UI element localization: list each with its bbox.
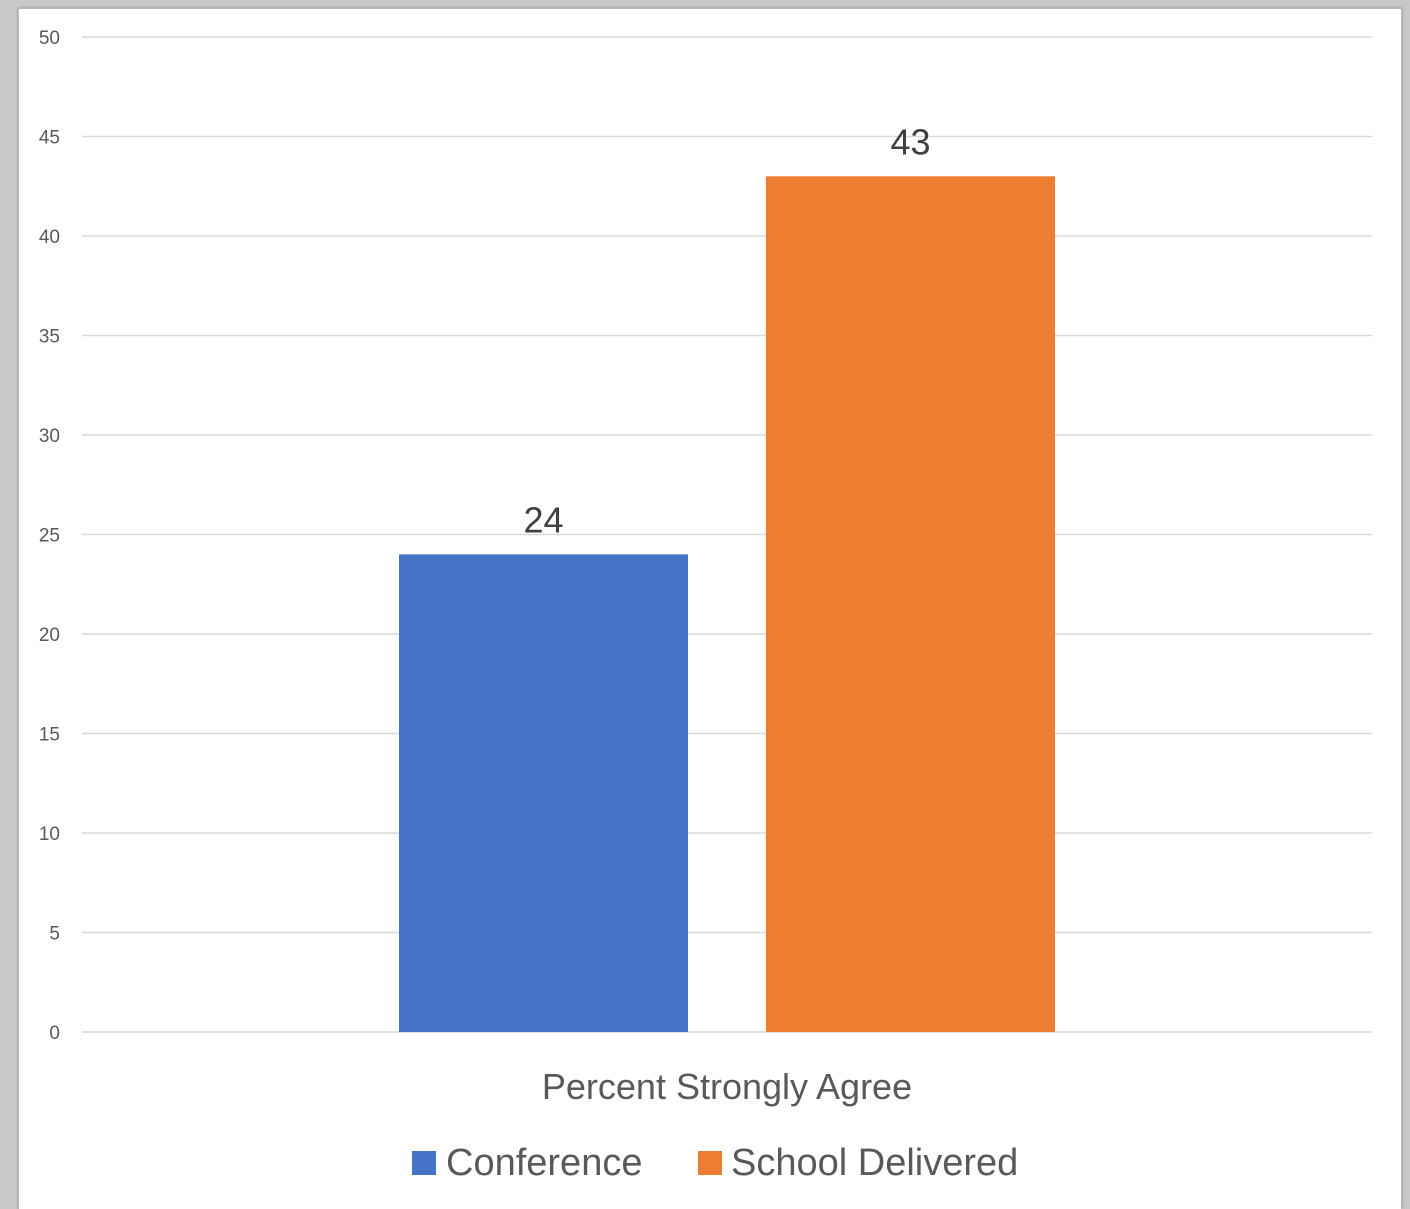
legend-swatch	[412, 1151, 436, 1175]
legend: Conference School Delivered	[412, 1142, 1018, 1184]
chart-area: 0 5 10 15 20 25 30 35 40 45 50 24 43 Percent Strong…	[18, 8, 1402, 1209]
legend-label: Conference	[446, 1142, 642, 1184]
y-tick-label: 20	[39, 625, 60, 646]
bar-chart: 0 5 10 15 20 25 30 35 40 45 50 24 43 Percent Strong…	[39, 28, 1372, 1184]
y-tick-label: 5	[49, 924, 60, 945]
data-label: 43	[890, 121, 930, 162]
y-tick-label: 30	[39, 426, 60, 447]
bar-conference	[399, 554, 688, 1032]
legend-label: School Delivered	[731, 1142, 1018, 1184]
y-tick-label: 10	[39, 824, 60, 845]
gridlines	[82, 36, 1372, 1033]
y-tick-label: 0	[49, 1023, 60, 1044]
legend-swatch	[698, 1151, 722, 1175]
y-tick-label: 35	[39, 327, 60, 348]
data-label: 24	[523, 499, 563, 540]
data-labels: 24 43	[523, 121, 930, 540]
y-tick-label: 15	[39, 725, 60, 746]
y-tick-label: 45	[39, 128, 60, 149]
bars	[399, 176, 1055, 1033]
legend-item-conference: Conference	[412, 1142, 642, 1184]
y-axis-tick-labels: 0 5 10 15 20 25 30 35 40 45 50	[39, 28, 60, 1044]
y-tick-label: 50	[39, 28, 60, 49]
y-tick-label: 25	[39, 526, 60, 547]
category-axis: Percent Strongly Agree	[542, 1066, 912, 1107]
legend-item-school-delivered: School Delivered	[698, 1142, 1018, 1184]
bar-school-delivered	[766, 176, 1055, 1033]
y-tick-label: 40	[39, 227, 60, 248]
category-label: Percent Strongly Agree	[542, 1066, 912, 1107]
